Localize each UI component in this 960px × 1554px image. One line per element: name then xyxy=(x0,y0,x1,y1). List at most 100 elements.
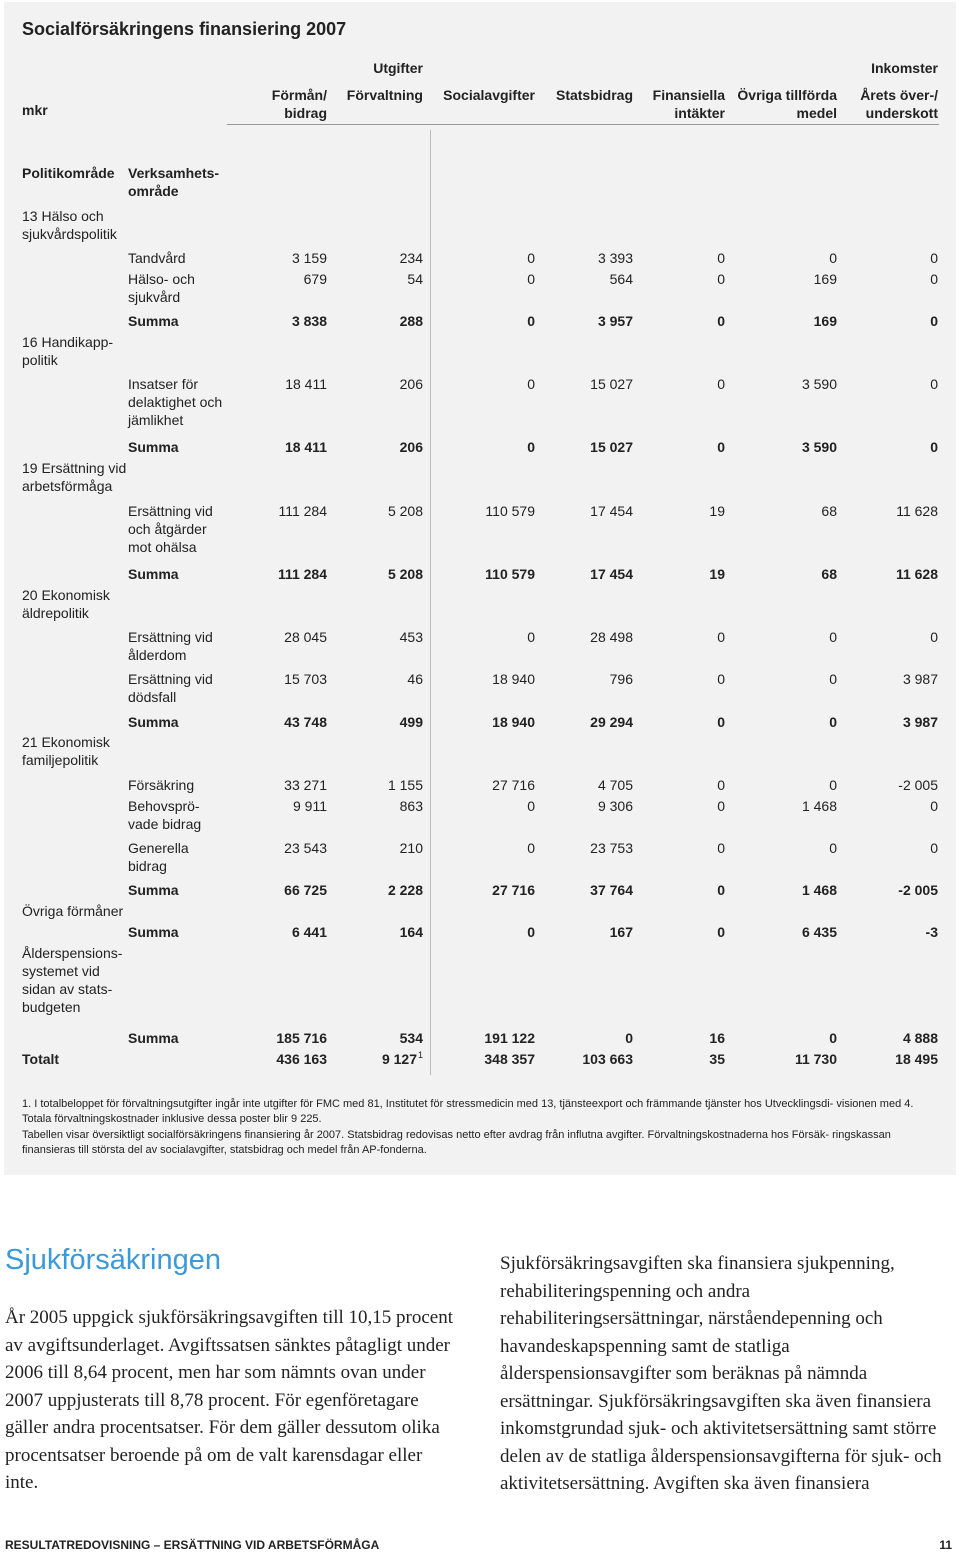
cell: 0 xyxy=(527,271,535,287)
cell: 43 748 xyxy=(284,714,327,730)
cell: 28 045 xyxy=(284,629,327,645)
cell: 27 716 xyxy=(492,882,535,898)
page-number: 11 xyxy=(939,1538,952,1552)
cell: 0 xyxy=(717,714,725,730)
cell: 37 764 xyxy=(590,882,633,898)
cell: 9 306 xyxy=(597,798,633,814)
activity-label: Ersättning vid ålderdom xyxy=(128,629,213,663)
cell: 564 xyxy=(609,271,633,287)
cell: 110 579 xyxy=(485,566,535,582)
activity-label: Försäkring xyxy=(128,777,195,793)
cell: 0 xyxy=(930,376,938,392)
cell: 16 xyxy=(709,1030,725,1046)
note: Tabellen visar översiktligt socialförsäk… xyxy=(22,1129,891,1156)
cell: 35 xyxy=(709,1051,725,1067)
column-header: Årets över-/ underskott xyxy=(860,87,938,121)
cell: 0 xyxy=(829,777,837,793)
cell: 0 xyxy=(527,250,535,266)
cell: 17 454 xyxy=(590,503,633,519)
area-label: 21 Ekonomisk familjepolitik xyxy=(22,734,110,768)
cell: 15 027 xyxy=(590,439,633,455)
cell: 1 468 xyxy=(801,882,837,898)
cell: 0 xyxy=(527,924,535,940)
cell: 3 590 xyxy=(801,439,837,455)
column-header: Socialavgifter xyxy=(443,87,535,103)
cell: 0 xyxy=(527,798,535,814)
cell: 0 xyxy=(829,714,837,730)
cell: 3 838 xyxy=(291,313,327,329)
activity-label: Ersättning vid och åtgärder mot ohälsa xyxy=(128,503,213,555)
column-header: Förvaltning xyxy=(346,87,423,103)
article-heading: Sjukförsäkringen xyxy=(5,1244,221,1276)
activity-label: Summa xyxy=(128,924,179,940)
cell: 3 590 xyxy=(801,376,837,392)
cell: 453 xyxy=(399,629,423,645)
cell: 0 xyxy=(930,798,938,814)
cell: 18 411 xyxy=(285,376,327,392)
cell: 46 xyxy=(407,671,423,687)
cell: 0 xyxy=(717,777,725,793)
cell: 33 271 xyxy=(284,777,327,793)
cell: 0 xyxy=(527,439,535,455)
cell: 0 xyxy=(717,671,725,687)
cell: 169 xyxy=(813,313,837,329)
cell: 27 716 xyxy=(492,777,535,793)
cell: 2 228 xyxy=(387,882,423,898)
cell: 210 xyxy=(399,840,423,856)
cell: 0 xyxy=(829,1030,837,1046)
cell: 0 xyxy=(930,840,938,856)
header-rule xyxy=(227,124,939,125)
cell: 68 xyxy=(821,503,837,519)
cell: 0 xyxy=(527,313,535,329)
cell: 0 xyxy=(717,250,725,266)
cell: 23 753 xyxy=(590,840,633,856)
cell: 0 xyxy=(527,376,535,392)
cell: 796 xyxy=(609,671,633,687)
cell: 103 663 xyxy=(582,1051,633,1067)
cell: 0 xyxy=(717,882,725,898)
cell: 18 495 xyxy=(895,1051,938,1067)
cell: 0 xyxy=(717,924,725,940)
activity-label: Generella bidrag xyxy=(128,840,189,874)
footnote-mark: 1 xyxy=(418,1050,424,1060)
cell: 0 xyxy=(829,840,837,856)
cell: 0 xyxy=(717,376,725,392)
cell: 167 xyxy=(609,924,633,940)
activity-label: Tandvård xyxy=(128,250,186,266)
cell: 863 xyxy=(399,798,423,814)
unit: mkr xyxy=(22,102,48,118)
activity-label: Behovsprö- vade bidrag xyxy=(128,798,202,832)
cell: 679 xyxy=(303,271,327,287)
column-header: Förmån/ bidrag xyxy=(271,87,327,121)
cell: 0 xyxy=(930,629,938,645)
cell: 234 xyxy=(399,250,423,266)
cell: 0 xyxy=(625,1030,633,1046)
cell: 15 027 xyxy=(590,376,633,392)
cell: 3 957 xyxy=(597,313,633,329)
area-label: 16 Handikapp- politik xyxy=(22,334,114,368)
cell: 206 xyxy=(399,376,423,392)
cell: 0 xyxy=(717,629,725,645)
activity-label: Summa xyxy=(128,714,179,730)
activity-label: Ersättning vid dödsfall xyxy=(128,671,213,705)
cell: 6 435 xyxy=(801,924,837,940)
cell: 4 888 xyxy=(902,1030,938,1046)
cell: 18 411 xyxy=(284,439,327,455)
cell: 0 xyxy=(930,271,938,287)
cell: 3 393 xyxy=(597,250,633,266)
cell: 0 xyxy=(930,439,938,455)
cell: 111 284 xyxy=(278,503,327,519)
column-header: Övriga tillförda medel xyxy=(737,87,837,121)
cell: 1 468 xyxy=(801,798,837,814)
cell: 5 208 xyxy=(387,566,423,582)
group-label: Utgifter xyxy=(373,60,423,76)
cell: 436 163 xyxy=(276,1051,327,1067)
paragraph: Sjukförsäkringsavgiften ska finansiera s… xyxy=(500,1253,942,1494)
cell: 169 xyxy=(813,271,837,287)
cell: 18 940 xyxy=(492,671,535,687)
cell: 68 xyxy=(821,566,837,582)
cell: 9 127 xyxy=(381,1051,417,1067)
cell: 19 xyxy=(709,503,725,519)
cell: 0 xyxy=(930,313,938,329)
